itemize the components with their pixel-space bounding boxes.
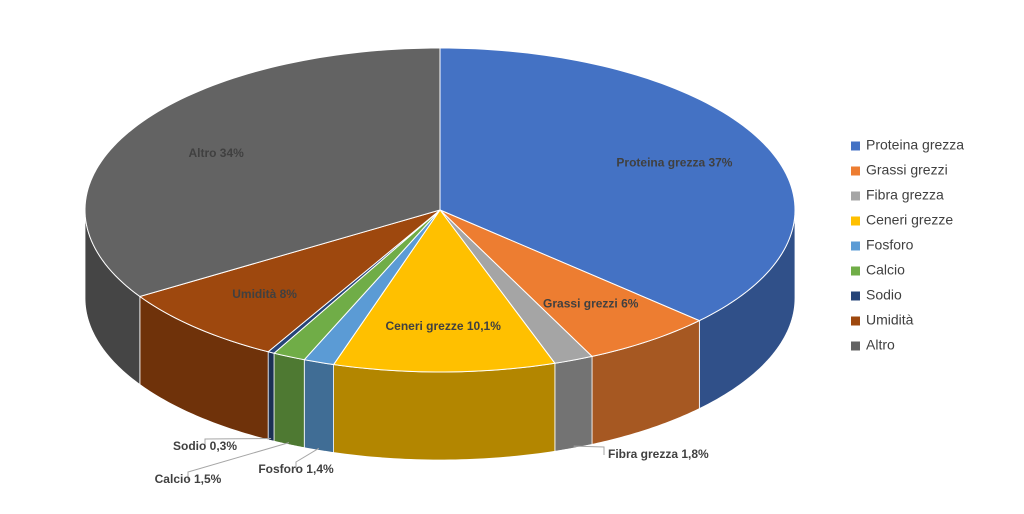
legend-label: Proteina grezza	[866, 137, 964, 153]
slice-side	[554, 355, 593, 452]
slice	[439, 209, 594, 364]
legend-label: Fibra grezza	[866, 187, 944, 203]
data-label: Altro 34%	[188, 146, 244, 160]
slice	[84, 47, 441, 298]
legend-swatch	[851, 291, 860, 301]
legend-label: Sodio	[866, 287, 902, 303]
legend-label: Calcio	[866, 262, 905, 278]
legend-swatch	[851, 191, 860, 201]
leader-line	[573, 445, 605, 455]
slice-side	[303, 359, 334, 454]
slice	[138, 209, 441, 353]
slice-side	[273, 352, 305, 449]
legend-swatch	[851, 266, 860, 276]
legend-label: Umidità	[866, 312, 914, 328]
data-label: Ceneri grezze 10,1%	[386, 319, 502, 333]
legend-label: Ceneri grezze	[866, 212, 953, 228]
leader-line	[187, 442, 290, 480]
slice-side	[267, 351, 275, 442]
slice	[439, 47, 796, 322]
legend: Proteina grezza Grassi grezzi Fibra grezza…	[851, 137, 964, 353]
leader-line	[295, 447, 320, 470]
leader-line	[204, 437, 272, 447]
legend-swatch	[851, 166, 860, 176]
pie-tops	[84, 47, 796, 373]
data-label: Fibra grezza 1,8%	[608, 447, 709, 461]
data-label: Calcio 1,5%	[155, 472, 222, 486]
data-label: Proteina grezza 37%	[616, 156, 732, 170]
legend-swatch	[851, 341, 860, 351]
slice	[332, 209, 556, 373]
data-label: Sodio 0,3%	[173, 439, 237, 453]
legend-label: Grassi grezzi	[866, 162, 948, 178]
slice-side	[333, 362, 556, 461]
slice	[439, 209, 701, 357]
legend-swatch	[851, 316, 860, 326]
legend-swatch	[851, 241, 860, 251]
legend-label: Fosforo	[866, 237, 914, 253]
data-labels: Proteina grezza 37% Grassi grezzi 6% Fibra…	[155, 146, 733, 486]
legend-swatch	[851, 216, 860, 226]
data-label: Grassi grezzi 6%	[543, 296, 639, 310]
legend-swatch	[851, 141, 860, 151]
data-label: Umidità 8%	[232, 287, 297, 301]
pie-sides	[84, 209, 796, 461]
data-label: Fosforo 1,4%	[258, 462, 334, 476]
legend-label: Altro	[866, 337, 895, 353]
